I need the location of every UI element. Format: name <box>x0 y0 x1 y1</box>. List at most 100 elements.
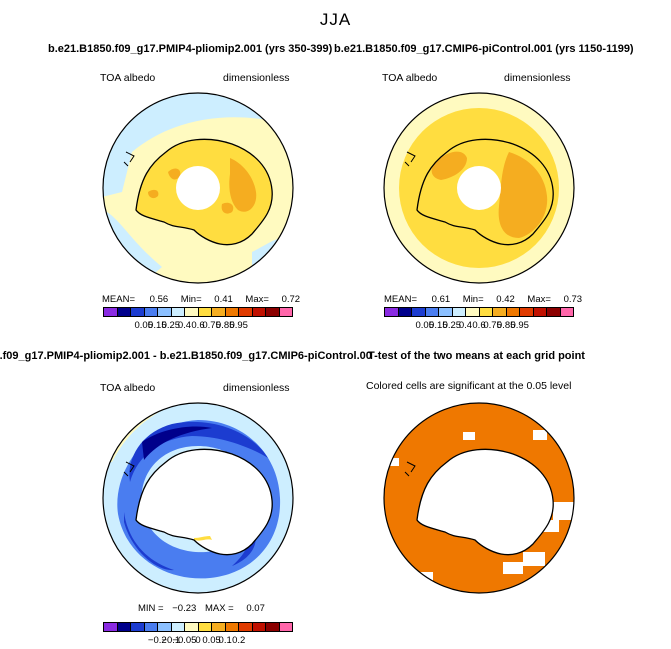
strong-negative-band <box>124 512 174 571</box>
map-picontrol <box>383 92 575 284</box>
max-label: Max= <box>527 294 551 305</box>
variable-label: TOA albedo <box>382 72 438 84</box>
min-label: MIN = <box>138 603 164 614</box>
non-significant-region <box>417 449 554 555</box>
colorbar-swatch <box>171 623 185 631</box>
min-label: Min= <box>462 294 484 305</box>
colorbar-swatch <box>198 623 212 631</box>
colorbar-swatch <box>520 308 534 316</box>
units-label: dimensionless <box>223 72 290 84</box>
colorbar-tick-label: −0.1 <box>161 635 181 646</box>
figure-title: JJA <box>319 10 352 29</box>
colorbar-tick-label: 0.85 <box>215 320 235 331</box>
pole-mask <box>457 166 501 210</box>
colorbar-swatch <box>479 308 493 316</box>
south-america-tip <box>123 151 135 167</box>
colorbar-tick-label: 0.1 <box>218 635 232 646</box>
map-difference <box>102 402 294 594</box>
colorbar-tick-label: 0.05 <box>202 635 221 646</box>
mean-value: 0.56 <box>149 294 169 305</box>
colorbar-swatch <box>547 308 561 316</box>
colorbar-tick-label: 0.95 <box>229 320 248 331</box>
colorbar-swatch <box>198 308 212 316</box>
colorbar-swatch <box>252 308 266 316</box>
colorbar-swatch <box>439 308 453 316</box>
variable-label: TOA albedo <box>100 72 156 84</box>
colorbar-swatch <box>185 623 199 631</box>
colorbar-swatch <box>239 623 253 631</box>
non-significant-cells <box>463 432 475 440</box>
south-america-tip <box>404 151 416 167</box>
stats-line: MIN = −0.23 MAX = 0.07 <box>138 603 265 614</box>
mean-label: MEAN= <box>102 294 135 305</box>
map-boundary <box>102 92 294 284</box>
colorbar-swatch <box>158 308 172 316</box>
colorbar-swatch <box>104 308 118 316</box>
colorbar-swatch <box>225 308 239 316</box>
colorbar-ticks-top-right: 0.05 0.15 0.25 0.4 0.6 0.75 0.85 0.95 <box>384 320 574 332</box>
colorbar-bottom-left <box>103 622 293 632</box>
colorbar-swatch <box>560 308 573 316</box>
map-boundary <box>383 92 575 284</box>
panel-title-top-right: b.e21.B1850.f09_g17.CMIP6-piControl.001 … <box>334 43 634 55</box>
colorbar-swatch <box>225 623 239 631</box>
non-significant-cells <box>389 458 399 466</box>
south-america-tip <box>404 461 416 477</box>
positive-patch <box>194 536 212 541</box>
colorbar-tick-label: 0.6 <box>472 320 486 331</box>
max-value: 0.73 <box>563 294 583 305</box>
colorbar-swatch <box>117 308 131 316</box>
min-value: 0.41 <box>214 294 233 305</box>
colorbar-swatch <box>144 623 158 631</box>
colorbar-swatch <box>212 623 226 631</box>
panel-title-bottom-left: b.e21.B1850.f09_g17.PMIP4-pliomip2.001 -… <box>0 350 372 362</box>
colorbar-tick-label: 0.05 <box>415 320 434 331</box>
colorbar-swatch <box>533 308 547 316</box>
max-value: 0.07 <box>246 603 265 614</box>
mean-label: MEAN= <box>384 294 417 305</box>
strongest-negative-band <box>142 426 212 460</box>
colorbar-swatch <box>239 308 253 316</box>
colorbar-tick-label: 0.15 <box>429 320 448 331</box>
min-label: Min= <box>180 294 202 305</box>
antarctic-coastline <box>416 138 554 246</box>
colorbar-tick-label: 0.6 <box>191 320 205 331</box>
mean-value: 0.61 <box>431 294 451 305</box>
colorbar-swatch <box>385 308 399 316</box>
high-albedo-patch <box>148 189 159 199</box>
max-label: Max= <box>245 294 269 305</box>
non-significant-cells <box>503 562 523 574</box>
non-significant-cells <box>553 502 574 520</box>
stats-line: MEAN= 0.61 Min= 0.42 Max= 0.73 <box>384 294 582 305</box>
colorbar-swatch <box>117 623 131 631</box>
colorbar-tick-label: 0.25 <box>161 320 181 331</box>
high-albedo-patch <box>498 152 548 238</box>
colorbar-swatch <box>131 308 145 316</box>
colorbar-ticks-top-left: 0.05 0.15 0.25 0.4 0.6 0.75 0.85 0.95 <box>103 320 293 332</box>
colorbar-tick-label: 0.15 <box>148 320 167 331</box>
high-albedo-patch <box>221 202 234 214</box>
colorbar-swatch <box>466 308 480 316</box>
significance-note: Colored cells are significant at the 0.0… <box>366 380 572 392</box>
colorbar-ticks-bottom-left: −0.2 −0.1 −0.05 0 0.05 0.1 0.2 <box>103 635 293 647</box>
colorbar-tick-label: 0 <box>195 635 201 646</box>
colorbar-swatch <box>266 308 280 316</box>
panel-title-top-left: b.e21.B1850.f09_g17.PMIP4-pliomip2.001 (… <box>48 43 333 55</box>
colorbar-tick-label: 0.75 <box>202 320 221 331</box>
panel-title-clip: b.e21.B1850.f09_g17.PMIP4-pliomip2.001 -… <box>0 350 372 366</box>
colorbar-swatch <box>279 623 292 631</box>
colorbar-tick-label: 0.25 <box>442 320 462 331</box>
pole-mask <box>176 166 220 210</box>
antarctic-coastline <box>416 448 554 556</box>
colorbar-swatch <box>212 308 226 316</box>
antarctic-coastline <box>135 448 273 556</box>
colorbar-swatch <box>185 308 199 316</box>
ice-sheet-field <box>136 449 273 555</box>
units-label: dimensionless <box>504 72 571 84</box>
non-significant-cells <box>543 520 559 532</box>
colorbar-tick-label: 0.75 <box>483 320 502 331</box>
max-value: 0.72 <box>281 294 301 305</box>
colorbar-swatch <box>493 308 507 316</box>
variable-label: TOA albedo <box>100 382 156 394</box>
map-ttest <box>383 402 575 594</box>
